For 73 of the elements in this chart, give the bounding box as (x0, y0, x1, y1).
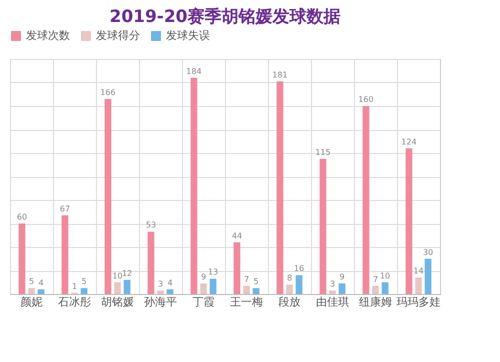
x-tick-label: 孙海平 (144, 296, 177, 308)
bar (329, 290, 336, 294)
data-label: 9 (200, 272, 206, 282)
data-label: 14 (413, 266, 424, 276)
data-label: 4 (38, 278, 44, 288)
bar (372, 286, 379, 294)
x-tick-label: 玛玛多娃 (396, 296, 440, 308)
bar (104, 98, 112, 294)
data-label: 184 (186, 66, 202, 76)
x-tick-label: 纽康姆 (359, 296, 392, 308)
data-label: 13 (208, 268, 218, 277)
data-label: 3 (158, 279, 164, 288)
data-label: 7 (244, 274, 250, 284)
legend-label: 发球失误 (166, 29, 210, 42)
data-label: 5 (28, 277, 34, 286)
bar (296, 275, 302, 294)
x-tick-label: 颜妮 (20, 296, 42, 308)
bar (424, 258, 432, 294)
data-label: 10 (380, 271, 390, 280)
legend-label: 发球得分 (96, 29, 140, 42)
data-label: 16 (294, 264, 304, 274)
data-label: 10 (112, 271, 123, 280)
data-label: 12 (122, 268, 132, 278)
bar (157, 290, 164, 294)
data-label: 7 (372, 274, 378, 284)
bar (38, 289, 44, 294)
bar (286, 284, 293, 294)
bar (124, 280, 130, 294)
x-tick-label: 丁霞 (192, 296, 214, 308)
data-label: 5 (82, 277, 87, 286)
bar (210, 278, 216, 294)
bar (406, 148, 412, 294)
data-label: 8 (286, 274, 292, 283)
bar (362, 106, 370, 294)
data-label: 67 (60, 204, 70, 214)
data-label: 160 (358, 95, 374, 104)
bar (80, 288, 88, 294)
bar (276, 81, 284, 294)
x-tick-label: 段放 (278, 296, 300, 308)
data-label: 4 (168, 278, 173, 288)
data-label: 124 (401, 137, 417, 146)
bar (190, 78, 198, 294)
bar (252, 288, 260, 294)
x-tick-label: 由佳琪 (316, 296, 349, 308)
bar (320, 158, 326, 294)
x-tick-label: 王一梅 (230, 296, 263, 308)
x-tick-label: 石冰彤 (58, 296, 91, 308)
bar (243, 286, 250, 294)
x-tick-label: 胡铭媛 (101, 296, 134, 308)
data-label: 44 (232, 231, 242, 240)
bar (338, 283, 346, 294)
data-label: 5 (254, 277, 259, 286)
data-label: 166 (100, 88, 116, 97)
data-label: 30 (422, 248, 434, 257)
bar (62, 215, 68, 294)
data-label: 181 (272, 70, 288, 80)
bar (18, 224, 26, 294)
data-label: 115 (315, 148, 331, 157)
chart-title: 2019-20赛季胡铭媛发球数据 (109, 7, 341, 27)
data-label: 60 (16, 212, 28, 222)
bar (200, 283, 207, 294)
data-label: 9 (340, 272, 345, 282)
data-label: 53 (146, 220, 156, 230)
data-label: 1 (72, 282, 78, 291)
bar (148, 232, 154, 294)
bar (28, 288, 35, 294)
bar (234, 242, 240, 294)
bar (166, 289, 174, 294)
bar (114, 282, 121, 294)
data-label: 3 (330, 279, 336, 288)
bar (382, 282, 388, 294)
bar (415, 278, 422, 294)
legend-label: 发球次数 (26, 29, 70, 42)
